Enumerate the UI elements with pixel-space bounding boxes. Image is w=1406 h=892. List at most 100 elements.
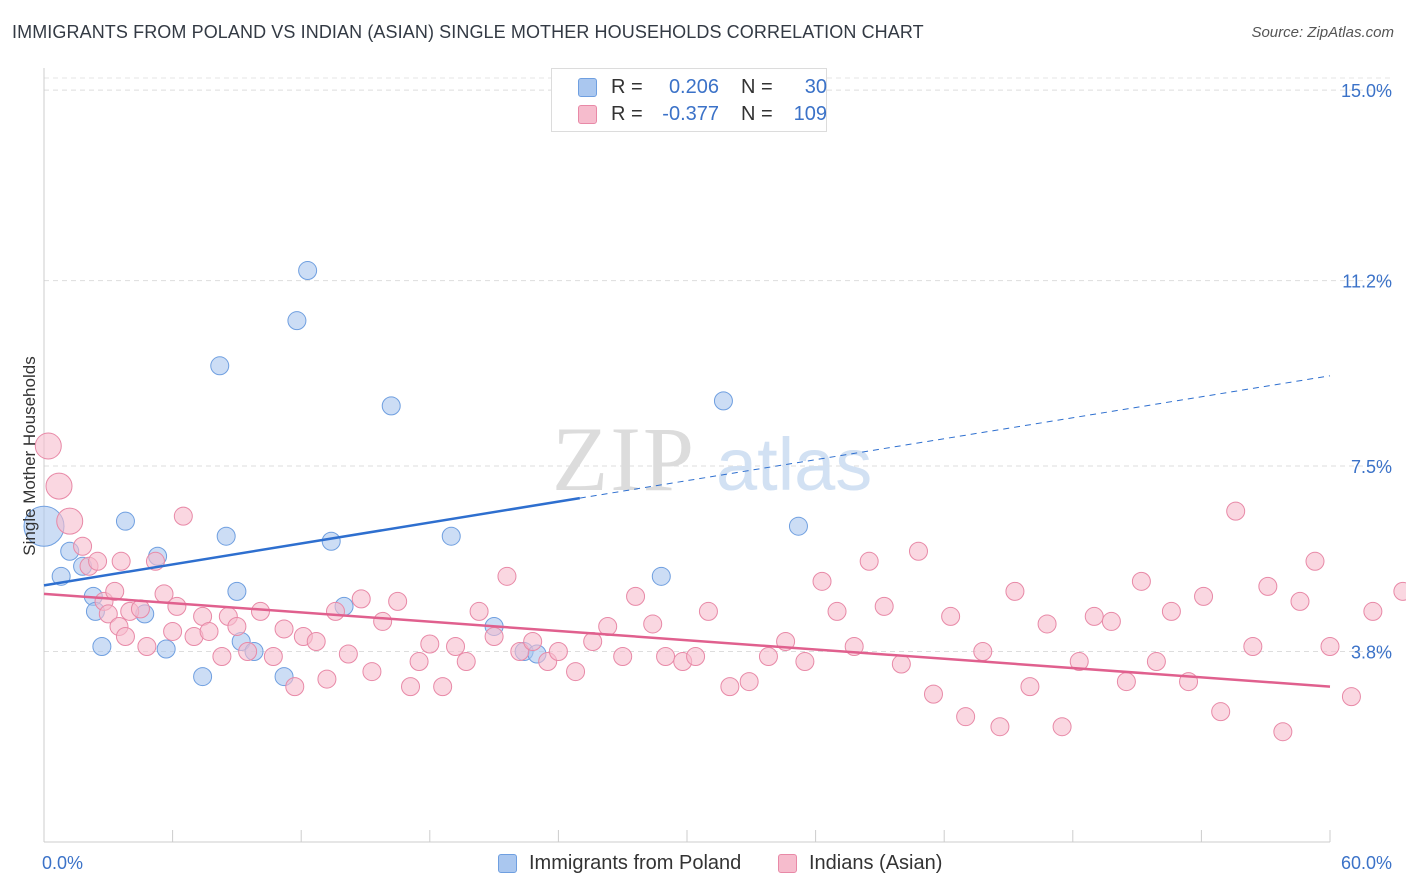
indian-point [548, 642, 568, 662]
y-axis-label: Single Mother Households [20, 356, 39, 555]
trend-lines [43, 375, 1331, 688]
indian-point [56, 507, 84, 535]
n-label: N = [741, 102, 773, 125]
indian-point [566, 662, 586, 682]
indian-point [433, 677, 453, 697]
indian-point [73, 536, 93, 556]
indian-point [891, 654, 911, 674]
indian-point [115, 626, 135, 646]
x-tick-label: 60.0% [1341, 853, 1392, 873]
indian-point [401, 677, 421, 697]
indian-point [1020, 677, 1040, 697]
indian-point [199, 621, 219, 641]
indian-point [598, 616, 618, 636]
r-label: R = [611, 75, 643, 98]
indian-trend-line [43, 592, 1331, 688]
poland-point [298, 261, 318, 281]
indian-point [1037, 614, 1057, 634]
indian-point [130, 599, 150, 619]
poland-point [210, 356, 230, 376]
indian-point [227, 616, 247, 636]
stats-row-poland: R = 0.206 N = 30 [552, 74, 827, 100]
x-tick-label: 0.0% [42, 853, 83, 873]
legend-item-poland[interactable]: Immigrants from Poland [498, 852, 741, 875]
indian-point [923, 684, 943, 704]
indian-point [1069, 652, 1089, 672]
indian-point [973, 642, 993, 662]
y-tick-label: 11.2% [1342, 272, 1392, 292]
indian-point [1243, 637, 1263, 656]
legend-item-indian[interactable]: Indians (Asian) [778, 852, 942, 875]
watermark-atlas: atlas [716, 423, 872, 506]
indian-point [497, 566, 517, 586]
poland-trend-line [43, 496, 581, 587]
indian-point [1194, 586, 1214, 606]
indian-point [686, 647, 706, 667]
indian-point [1101, 611, 1121, 631]
indian-point [105, 581, 125, 601]
legend-swatch-poland [498, 854, 517, 873]
indian-point [88, 551, 108, 571]
indian-point [362, 662, 382, 682]
r-value: 0.206 [668, 75, 719, 98]
poland-point [193, 667, 213, 687]
indian-point [626, 586, 646, 606]
indian-point [1393, 581, 1406, 601]
indian-point [98, 604, 118, 624]
indian-point [1005, 581, 1025, 601]
indian-point [274, 619, 294, 639]
source-label: Source: ZipAtlas.com [1251, 24, 1394, 41]
indian-point [45, 472, 73, 500]
poland-point [651, 566, 671, 586]
indian-point [351, 589, 371, 609]
indian-point [1146, 652, 1166, 672]
poland-point [92, 637, 112, 656]
indian-point [1305, 551, 1325, 571]
y-tick-label: 3.8% [1351, 643, 1392, 663]
indian-point [167, 596, 187, 616]
indian-point [698, 601, 718, 621]
n-value: 109 [793, 102, 827, 125]
chart-title: IMMIGRANTS FROM POLAND VS INDIAN (ASIAN)… [12, 22, 924, 42]
poland-point [788, 516, 808, 536]
indian-point [388, 591, 408, 611]
indian-point [238, 642, 258, 662]
tick-labels: 3.8% 7.5% 11.2% 15.0% 0.0% 60.0% [42, 81, 1392, 873]
watermark: ZIP atlas [552, 408, 872, 510]
indian-point [173, 506, 193, 526]
indian-point [1290, 591, 1310, 611]
poland-point [381, 396, 401, 416]
indian-point [859, 551, 879, 571]
indian-point [338, 644, 358, 664]
indian-point [34, 432, 62, 460]
poland-point [287, 311, 307, 331]
stats-row-indian: R = -0.377 N = 109 [552, 101, 827, 127]
y-tick-label: 15.0% [1341, 81, 1392, 101]
indian-point [720, 677, 740, 697]
indian-point [212, 647, 232, 667]
indian-point [1052, 717, 1072, 737]
indian-point [484, 626, 504, 646]
poland-point [441, 526, 461, 546]
grid-lines [44, 77, 1390, 653]
indian-point [409, 652, 429, 672]
indian-point [1320, 637, 1340, 656]
indian-point [827, 601, 847, 621]
indian-point [1211, 702, 1231, 722]
indian-point [469, 601, 489, 621]
n-value: 30 [804, 75, 827, 98]
legend-label-poland: Immigrants from Poland [529, 852, 742, 874]
poland-swatch [578, 77, 597, 97]
indian-point [137, 637, 157, 656]
bottom-legend: Immigrants from Poland Indians (Asian) [0, 852, 1406, 876]
indian-point [111, 551, 131, 571]
indian-point [1258, 576, 1278, 596]
watermark-zip: ZIP [552, 408, 696, 510]
poland-point [156, 639, 176, 659]
y-tick-label: 7.5% [1351, 457, 1392, 477]
poland-point [115, 511, 135, 531]
poland-trend-extension [579, 375, 1331, 499]
stats-legend: R = 0.206 N = 30 R = -0.377 N = 109 [551, 68, 827, 132]
r-value: -0.377 [662, 102, 719, 125]
